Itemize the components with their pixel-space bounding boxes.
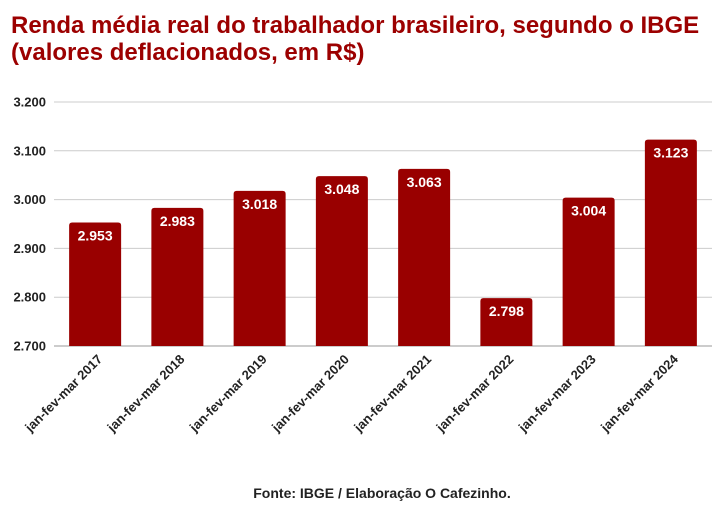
bar-value-label: 3.123 [653, 145, 688, 161]
bar-value-label: 3.063 [407, 174, 442, 190]
bar [562, 197, 615, 346]
bar-value-label: 2.953 [78, 228, 113, 244]
y-tick-label: 2.700 [13, 339, 46, 354]
bar-value-label: 2.798 [489, 303, 524, 319]
x-tick-label: jan-fev-mar 2019 [186, 352, 270, 436]
source-note: Fonte: IBGE / Elaboração O Cafezinho. [253, 485, 511, 501]
x-tick-label: jan-fev-mar 2021 [350, 352, 434, 436]
y-tick-label: 3.000 [13, 192, 46, 207]
bars: 2.953 2.983 3.018 3.048 3.063 2.798 3.004 3.123 [69, 139, 697, 346]
x-tick-label: jan-fev-mar 2022 [433, 352, 517, 436]
y-axis: 2.700 2.800 2.900 3.000 3.100 3.200 [13, 95, 46, 354]
y-tick-label: 3.200 [13, 95, 46, 110]
bar [233, 190, 286, 346]
y-tick-label: 2.900 [13, 241, 46, 256]
bar-value-label: 3.018 [242, 196, 277, 212]
x-tick-label: jan-fev-mar 2023 [515, 352, 599, 436]
bar [315, 176, 368, 346]
bar [398, 168, 451, 346]
bar-value-label: 2.983 [160, 213, 195, 229]
bar-value-label: 3.004 [571, 203, 606, 219]
bar-value-label: 3.048 [324, 181, 359, 197]
bar [480, 298, 533, 346]
chart-title: Renda média real do trabalhador brasilei… [11, 12, 700, 66]
y-tick-label: 3.100 [13, 143, 46, 158]
x-tick-label: jan-fev-mar 2024 [597, 351, 681, 435]
x-tick-label: jan-fev-mar 2020 [268, 352, 352, 436]
x-tick-label: jan-fev-mar 2017 [21, 352, 105, 436]
bar [644, 139, 697, 346]
x-tick-label: jan-fev-mar 2018 [104, 352, 188, 436]
bar [69, 222, 122, 346]
bar [151, 207, 204, 346]
x-axis: jan-fev-mar 2017 jan-fev-mar 2018 jan-fev-… [21, 351, 681, 435]
y-tick-label: 2.800 [13, 290, 46, 305]
